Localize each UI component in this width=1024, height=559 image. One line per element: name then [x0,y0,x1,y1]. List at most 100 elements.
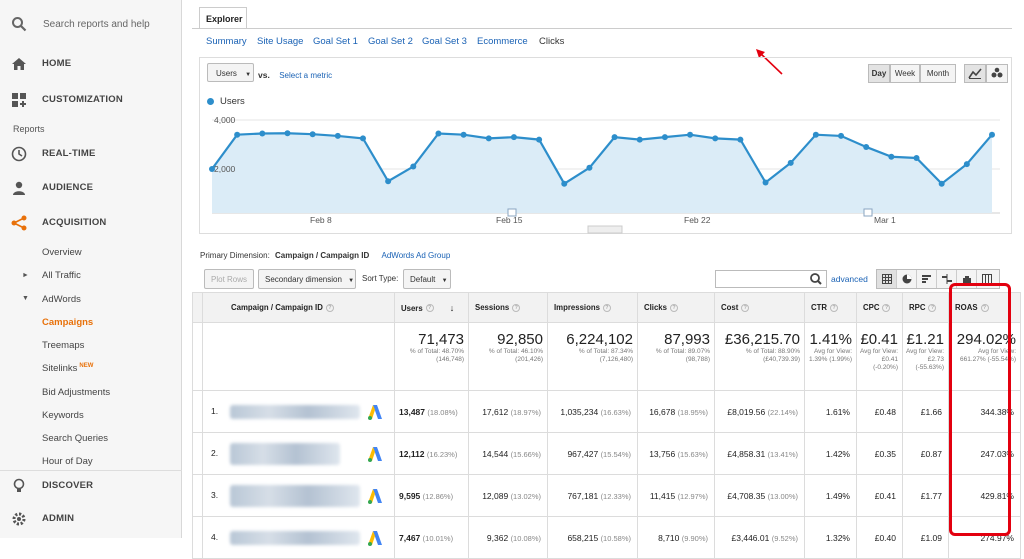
help-icon[interactable]: ? [602,303,611,312]
data-point[interactable] [460,131,467,138]
data-point[interactable] [259,130,266,137]
adwords-ad-group-link[interactable]: AdWords Ad Group [381,251,451,260]
subtab-ecommerce[interactable]: Ecommerce [477,36,528,47]
data-point[interactable] [661,134,668,141]
col-header-ctr[interactable]: CTR? [804,292,857,323]
col-header-cpc[interactable]: CPC? [856,292,903,323]
period-day-button[interactable]: Day [868,64,890,83]
data-point[interactable] [536,136,543,143]
annotation-marker-icon[interactable] [863,208,873,217]
data-point[interactable] [611,134,618,141]
data-point[interactable] [938,180,945,187]
data-point[interactable] [385,178,392,185]
col-header-cost[interactable]: Cost? [714,292,805,323]
sidebar-sub-campaigns[interactable]: Campaigns [42,317,94,328]
sidebar-item-admin[interactable]: ADMIN [0,506,182,532]
view-performance-button[interactable] [917,270,937,288]
row-checkbox[interactable] [192,390,203,433]
data-point[interactable] [234,131,241,138]
col-header-sessions[interactable]: Sessions? [468,292,548,323]
data-point[interactable] [712,135,719,142]
data-point[interactable] [209,166,215,172]
sidebar-sub-bid-adjustments[interactable]: Bid Adjustments [42,387,111,398]
data-point[interactable] [435,130,442,137]
period-week-button[interactable]: Week [890,64,920,83]
data-point[interactable] [687,131,694,138]
sidebar-sub-all-traffic[interactable]: All Traffic [42,270,81,281]
view-pie-button[interactable] [897,270,917,288]
row-checkbox[interactable] [192,474,203,517]
data-point[interactable] [989,131,995,138]
help-icon[interactable]: ? [882,303,891,312]
sort-type-dropdown[interactable]: Default ▼ [403,269,451,289]
view-data-table-button[interactable] [877,270,897,288]
sidebar-search[interactable]: Search reports and help [0,0,182,48]
subtab-summary[interactable]: Summary [206,36,247,47]
data-point[interactable] [636,136,643,143]
help-icon[interactable]: ? [669,303,678,312]
select-metric-link[interactable]: Select a metric [279,71,333,80]
sidebar-sub-hour-of-day[interactable]: Hour of Day [42,456,93,467]
help-icon[interactable]: ? [325,303,334,312]
campaign-cell[interactable]: 1. [202,390,395,433]
advanced-filter-link[interactable]: advanced [831,274,868,284]
collapse-triangle-icon[interactable]: ▼ [22,295,29,302]
data-point[interactable] [762,179,769,186]
data-point[interactable] [410,163,417,170]
table-row[interactable]: 3. 9,595 (12.86%) 12,089 (13.02%) 767,18… [192,474,1021,517]
help-icon[interactable]: ? [741,303,750,312]
data-point[interactable] [963,161,970,168]
help-icon[interactable]: ? [980,303,989,312]
plot-rows-button[interactable]: Plot Rows [204,269,255,289]
subtab-clicks[interactable]: Clicks [539,36,565,47]
data-point[interactable] [586,164,593,171]
table-row[interactable]: 1. 13,487 (18.08%) 17,612 (18.97%) 1,035… [192,390,1021,433]
data-point[interactable] [888,153,895,160]
data-point[interactable] [561,180,568,187]
data-point[interactable] [913,154,920,161]
subtab-goal-set-3[interactable]: Goal Set 3 [422,36,467,47]
sidebar-sub-treemaps[interactable]: Treemaps [42,340,85,351]
tab-explorer[interactable]: Explorer [199,7,247,29]
subtab-goal-set-1[interactable]: Goal Set 1 [313,36,358,47]
data-point[interactable] [309,131,316,138]
sidebar-item-audience[interactable]: AUDIENCE [0,175,182,201]
help-icon[interactable]: ? [512,303,521,312]
sidebar-sub-adwords[interactable]: AdWords [42,294,81,305]
sidebar-sub-keywords[interactable]: Keywords [42,410,84,421]
campaign-name-redacted[interactable] [230,484,361,507]
row-checkbox[interactable] [192,432,203,475]
help-icon[interactable]: ? [425,304,434,313]
period-month-button[interactable]: Month [920,64,956,83]
view-comparison-button[interactable] [937,270,957,288]
col-header-users[interactable]: Users? ↓ [394,292,469,323]
sidebar-sub-overview[interactable]: Overview [42,247,82,258]
campaign-cell[interactable]: 3. [202,474,395,517]
data-point[interactable] [787,159,794,166]
view-term-cloud-button[interactable] [957,270,977,288]
sidebar-item-acquisition[interactable]: ACQUISITION [0,210,182,236]
sidebar-sub-sitelinks[interactable]: Sitelinks NEW [42,363,93,374]
subtab-site-usage[interactable]: Site Usage [257,36,304,47]
sidebar-item-customization[interactable]: CUSTOMIZATION [0,87,182,113]
col-header-clicks[interactable]: Clicks? [637,292,715,323]
sidebar-item-discover[interactable]: DISCOVER [0,470,182,500]
annotation-expand-handle[interactable] [587,225,623,234]
table-filter-input[interactable] [715,270,827,288]
metric-dropdown[interactable]: Users ▼ [207,63,254,82]
select-all-cell[interactable] [192,292,203,323]
data-point[interactable] [284,130,291,137]
help-icon[interactable]: ? [928,303,937,312]
campaign-name-redacted[interactable] [230,442,341,465]
campaign-cell[interactable]: 2. [202,432,395,475]
table-row[interactable]: 2. 12,112 (16.23%) 14,544 (15.66%) 967,4… [192,432,1021,475]
col-header-campaign[interactable]: Campaign / Campaign ID? [202,292,395,323]
subtab-goal-set-2[interactable]: Goal Set 2 [368,36,413,47]
sidebar-item-realtime[interactable]: REAL-TIME [0,141,182,167]
search-icon[interactable] [806,271,826,287]
data-point[interactable] [334,132,341,139]
annotation-marker-icon[interactable] [507,208,517,217]
motion-chart-toggle[interactable] [986,64,1008,83]
data-point[interactable] [863,143,870,150]
sidebar-item-home[interactable]: HOME [0,51,182,77]
